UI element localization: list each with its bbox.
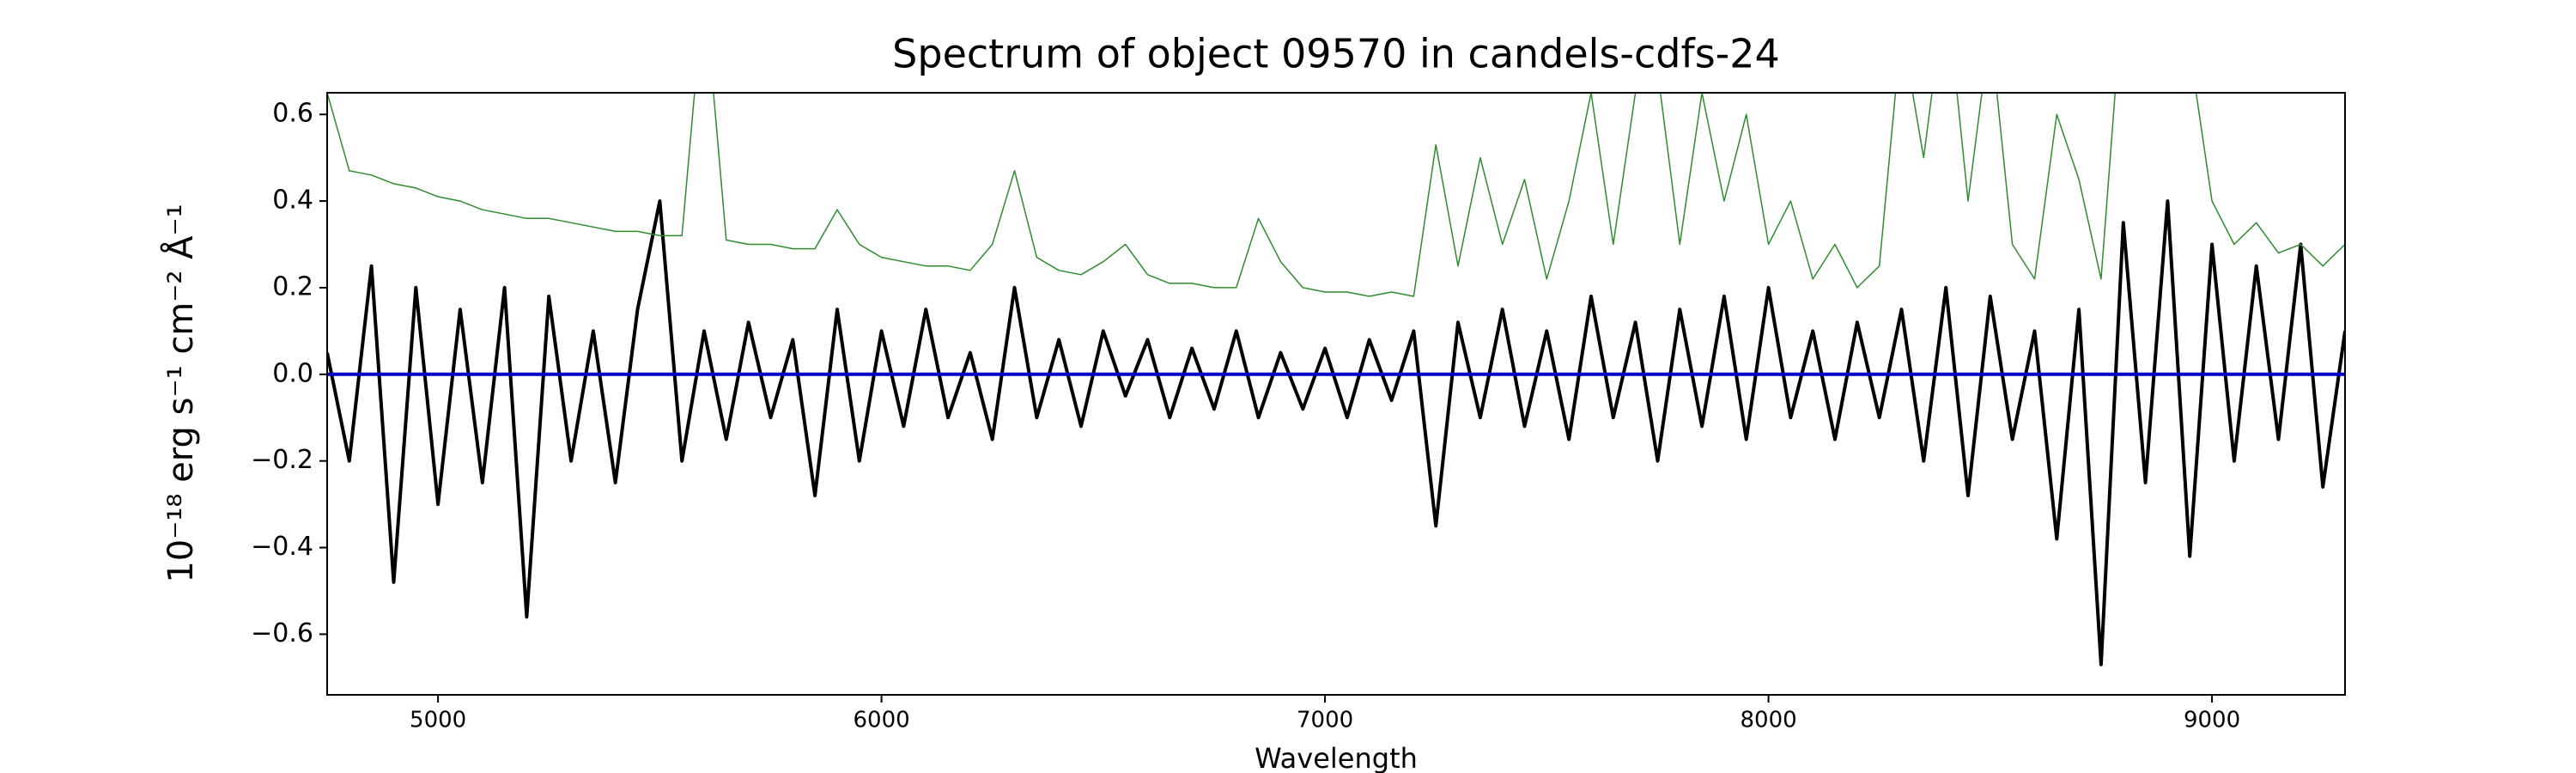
x-tick-label: 6000 — [854, 708, 910, 733]
y-tick-label: 0.2 — [272, 271, 313, 301]
y-axis-label: 10⁻¹⁸ erg s⁻¹ cm⁻² Å⁻¹ — [160, 204, 201, 582]
spectrum-line — [327, 93, 2345, 297]
x-tick-label: 7000 — [1297, 708, 1353, 733]
y-tick-label: −0.2 — [251, 445, 313, 475]
x-tick-label: 9000 — [2184, 708, 2240, 733]
x-tick-label: 8000 — [1740, 708, 1796, 733]
y-tick-label: −0.4 — [251, 532, 313, 562]
plot-area — [327, 93, 2345, 666]
y-tick-label: −0.6 — [251, 618, 313, 648]
y-tick-label: 0.0 — [272, 358, 313, 388]
axes-frame — [326, 92, 2346, 696]
spectrum-line — [327, 199, 2345, 666]
chart-title: Spectrum of object 09570 in candels-cdfs… — [892, 31, 1780, 77]
x-axis-label: Wavelength — [1255, 742, 1418, 773]
y-tick-label: 0.6 — [272, 99, 313, 129]
x-tick-label: 5000 — [410, 708, 466, 733]
y-tick-label: 0.4 — [272, 186, 313, 216]
